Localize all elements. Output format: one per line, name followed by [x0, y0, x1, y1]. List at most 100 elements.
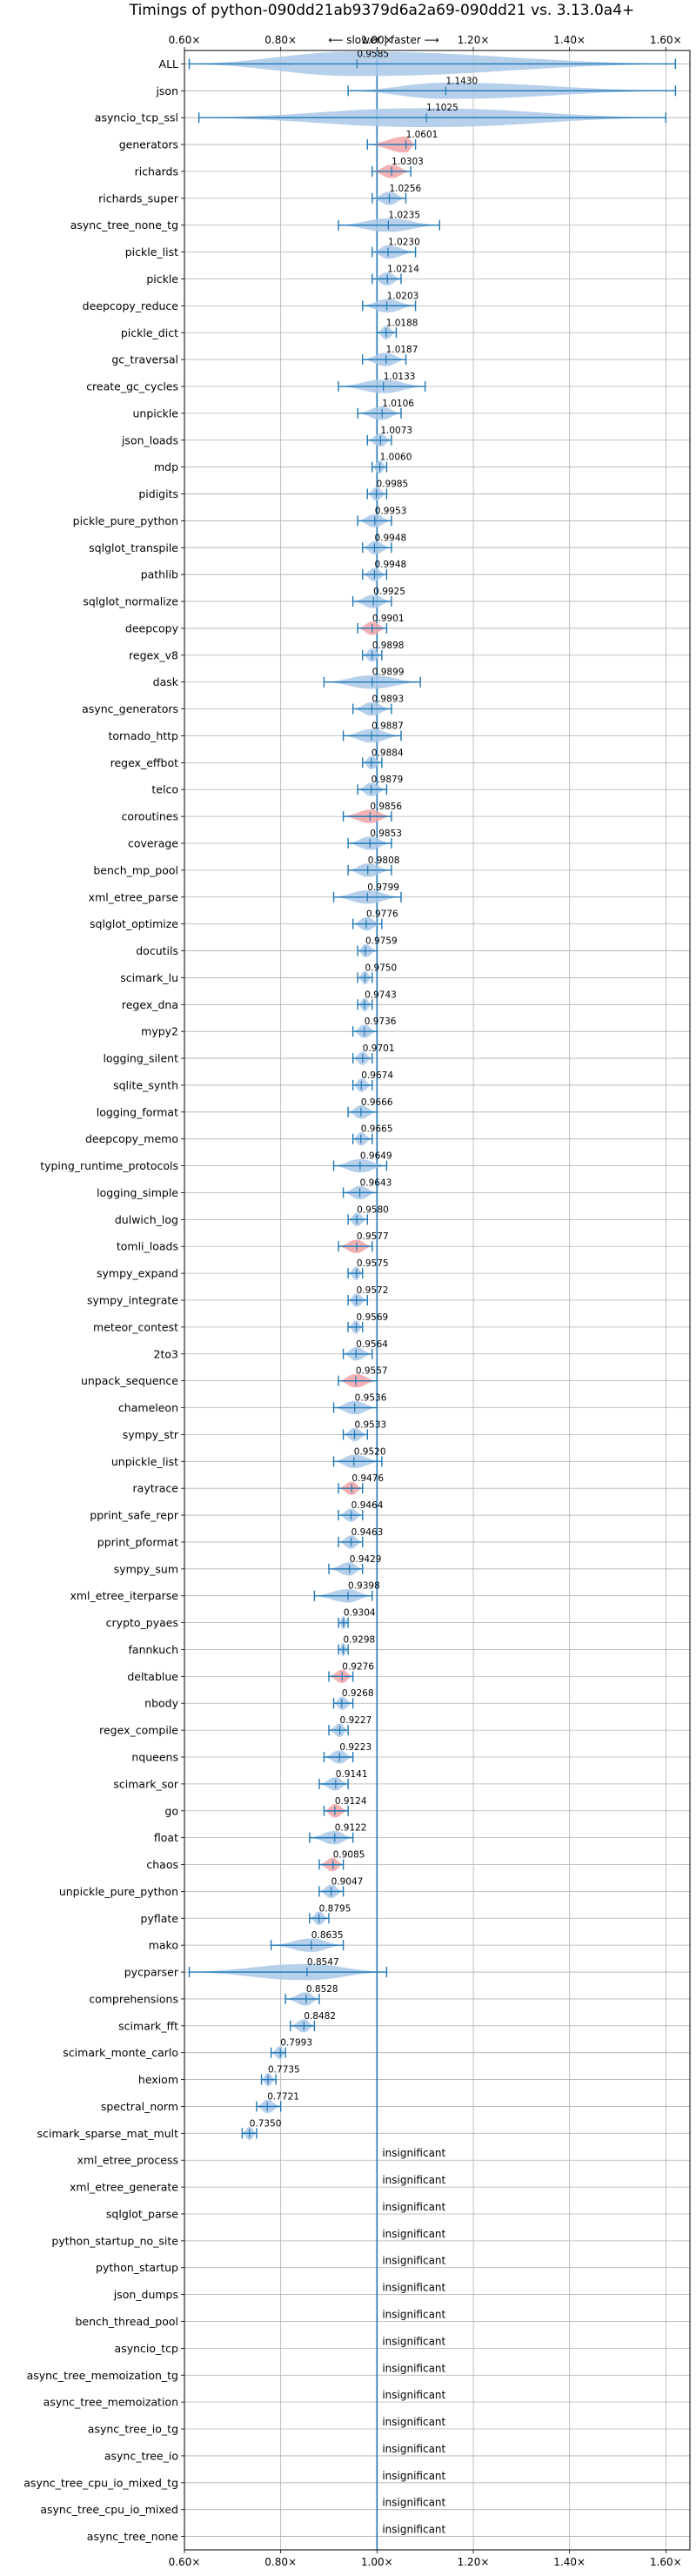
- y-tick-label: mdp: [154, 460, 178, 473]
- mean-value-label: 0.7350: [250, 2118, 282, 2129]
- mean-value-label: 1.1025: [426, 103, 458, 113]
- mean-value-label: 0.9948: [374, 533, 406, 543]
- mean-value-label: 0.9799: [367, 882, 399, 893]
- mean-value-label: 0.9223: [339, 1742, 371, 1753]
- y-tick-label: float: [154, 1831, 178, 1844]
- mean-value-label: 0.7993: [280, 2038, 312, 2049]
- y-tick-label: create_gc_cycles: [86, 380, 178, 393]
- y-tick-label: async_tree_io_tg: [88, 2423, 178, 2436]
- mean-value-label: 0.9141: [336, 1769, 368, 1780]
- x-tick-label-top: 1.00×: [361, 34, 393, 46]
- y-tick-label: dask: [153, 675, 179, 688]
- x-tick-label-top: 1.60×: [650, 34, 682, 46]
- mean-value-label: 0.9856: [370, 802, 402, 812]
- insignificant-label: insignificant: [382, 2201, 445, 2213]
- mean-value-label: 0.9276: [342, 1661, 374, 1672]
- y-tick-label: go: [164, 1804, 178, 1817]
- mean-value-label: 0.9520: [354, 1446, 386, 1457]
- y-tick-label: async_tree_io: [104, 2449, 178, 2462]
- mean-value-label: 1.1430: [445, 76, 478, 86]
- y-tick-label: python_startup_no_site: [51, 2234, 178, 2247]
- y-tick-label: tornado_http: [108, 729, 178, 742]
- x-tick-label-bottom: 1.60×: [650, 2556, 682, 2568]
- x-tick-label-top: 0.60×: [169, 34, 201, 46]
- insignificant-label: insignificant: [382, 2362, 445, 2374]
- y-tick-label: pprint_safe_repr: [90, 1509, 179, 1522]
- y-tick-label: asyncio_tcp_ssl: [95, 111, 178, 124]
- y-tick-label: mako: [149, 1939, 178, 1952]
- y-tick-label: sqlite_synth: [113, 1078, 178, 1091]
- mean-value-label: 0.9643: [360, 1177, 392, 1188]
- x-tick-label-bottom: 0.80×: [264, 2556, 297, 2568]
- y-tick-label: regex_compile: [99, 1724, 178, 1737]
- y-tick-label: async_generators: [82, 702, 178, 715]
- mean-value-label: 0.9572: [357, 1285, 389, 1296]
- mean-value-label: 0.9047: [331, 1876, 364, 1887]
- insignificant-label: insignificant: [382, 2470, 445, 2482]
- y-tick-label: typing_runtime_protocols: [40, 1159, 178, 1172]
- y-tick-label: pidigits: [138, 487, 178, 500]
- y-tick-label: scimark_lu: [120, 971, 178, 984]
- y-tick-label: richards_super: [98, 191, 179, 205]
- y-tick-label: coverage: [128, 837, 178, 850]
- mean-value-label: 1.0601: [406, 130, 438, 140]
- mean-value-label: 0.9665: [361, 1124, 393, 1135]
- mean-value-label: 0.9776: [366, 909, 398, 920]
- insignificant-label: insignificant: [382, 2335, 445, 2347]
- y-tick-label: richards: [135, 164, 178, 178]
- x-tick-label-bottom: 0.60×: [169, 2556, 201, 2568]
- mean-value-label: 0.9985: [377, 480, 409, 490]
- y-tick-label: nqueens: [131, 1750, 178, 1763]
- mean-value-label: 0.9429: [350, 1554, 382, 1565]
- mean-value-label: 0.9649: [360, 1151, 392, 1162]
- mean-value-label: 0.9476: [351, 1473, 384, 1484]
- insignificant-label: insignificant: [382, 2416, 445, 2428]
- x-tick-label-top: 1.40×: [553, 34, 586, 46]
- insignificant-label: insignificant: [382, 2228, 445, 2240]
- mean-value-label: 0.9884: [371, 748, 404, 758]
- y-tick-label: sympy_expand: [97, 1267, 178, 1280]
- y-tick-label: xml_etree_generate: [70, 2181, 178, 2194]
- plot-frame: [184, 50, 691, 2551]
- y-tick-label: sympy_str: [123, 1428, 179, 1441]
- plot-area: 0.60× 0.60× 0.80× 0.80× 1.00× 1.00× 1.20× 1.20×…: [23, 34, 691, 2568]
- mean-value-label: 0.9750: [365, 963, 398, 973]
- mean-value-label: 0.9853: [370, 828, 402, 839]
- y-tick-label: scimark_fft: [118, 2019, 178, 2032]
- mean-value-label: 0.9557: [356, 1366, 388, 1377]
- y-tick-label: sqlglot_parse: [106, 2207, 178, 2220]
- y-tick-label: xml_etree_iterparse: [70, 1589, 178, 1602]
- y-tick-label: asyncio_tcp: [115, 2342, 179, 2355]
- y-tick-label: deepcopy_reduce: [83, 299, 179, 312]
- y-tick-label: fannkuch: [129, 1643, 178, 1656]
- mean-value-label: 0.7735: [268, 2065, 300, 2076]
- mean-value-label: 0.9953: [375, 506, 407, 516]
- mean-value-label: 1.0230: [388, 238, 420, 248]
- y-tick-label: hexiom: [138, 2073, 178, 2086]
- y-tick-label: unpickle_list: [111, 1455, 178, 1468]
- mean-value-label: 1.0073: [380, 426, 412, 436]
- mean-value-label: 0.9398: [348, 1581, 380, 1592]
- y-tick-label: async_tree_memoization_tg: [27, 2369, 178, 2382]
- y-tick-label: deepcopy: [125, 621, 179, 634]
- y-tick-label: deltablue: [127, 1670, 178, 1683]
- mean-value-label: 0.9564: [356, 1339, 388, 1350]
- y-tick-label: sqlglot_transpile: [89, 541, 178, 554]
- y-tick-label: json_dumps: [113, 2288, 178, 2301]
- mean-value-label: 0.9925: [373, 587, 405, 597]
- insignificant-label: insignificant: [382, 2147, 445, 2159]
- mean-value-label: 0.9674: [361, 1070, 393, 1081]
- y-tick-label: unpack_sequence: [81, 1374, 178, 1387]
- x-tick-label-bottom: 1.40×: [553, 2556, 586, 2568]
- y-tick-label: logging_silent: [103, 1052, 178, 1065]
- y-tick-label: 2to3: [154, 1347, 178, 1360]
- y-tick-label: tomli_loads: [117, 1240, 178, 1253]
- y-tick-label: telco: [151, 783, 178, 796]
- mean-value-label: 1.0060: [380, 453, 412, 463]
- mean-value-label: 1.0133: [384, 372, 416, 382]
- mean-value-label: 0.9879: [371, 775, 404, 785]
- mean-value-label: 1.0203: [387, 291, 419, 301]
- y-tick-label: mypy2: [141, 1025, 178, 1038]
- y-tick-label: generators: [119, 138, 178, 151]
